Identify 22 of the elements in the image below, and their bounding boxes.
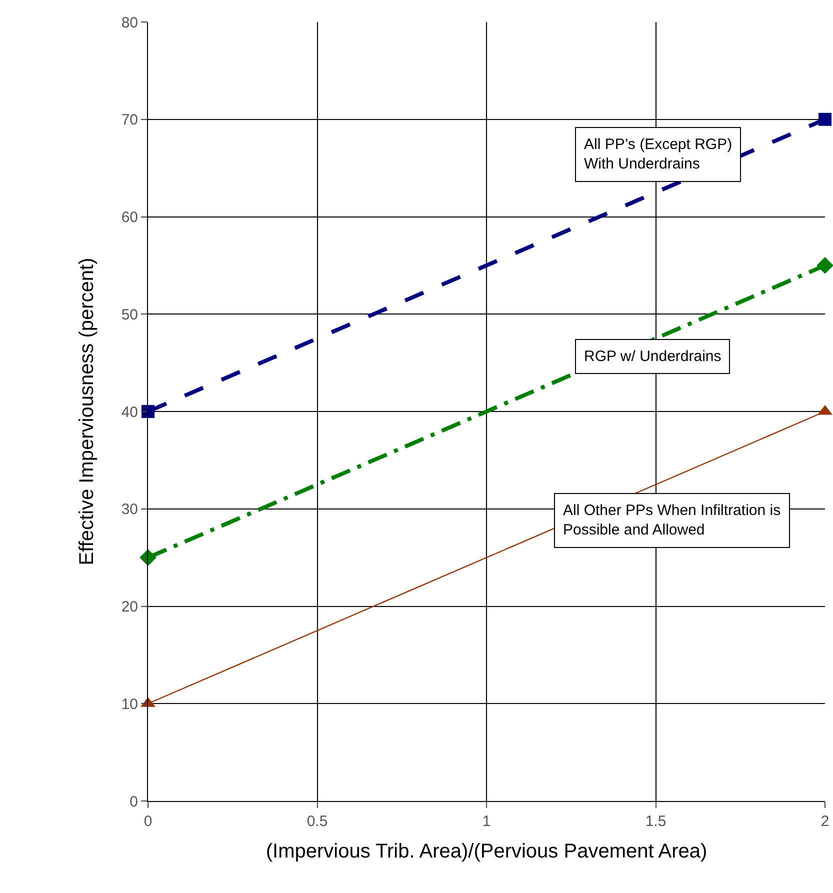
series-label: All Other PPs When Infiltration is Possible and Allowed: [563, 502, 781, 538]
y-axis-title: Effective Imperviousness (percent): [76, 258, 98, 566]
y-tick-label: 50: [121, 306, 138, 324]
y-tick-label: 0: [130, 793, 138, 810]
point: [818, 112, 832, 126]
y-tick-label: 20: [121, 598, 138, 616]
point: [816, 256, 833, 274]
series-label: RGP w/ Underdrains: [584, 348, 722, 365]
x-axis-title: (Impervious Trib. Area)/(Pervious Pavement Area): [266, 840, 708, 862]
x-tick-label: 0: [144, 813, 152, 830]
x-tick-label: 0.5: [306, 813, 328, 830]
y-tick-label: 10: [121, 696, 138, 713]
y-tick-label: 70: [121, 112, 138, 129]
point: [140, 549, 156, 566]
y-tick-label: 60: [121, 209, 138, 226]
x-tick-label: 1.5: [645, 813, 666, 830]
y-tick-label: 80: [121, 14, 138, 32]
x-tick-label: 2: [820, 813, 830, 830]
series-label: All PP’s (Except RGP) With Underdrains: [584, 136, 732, 172]
y-tick-label: 40: [121, 404, 138, 421]
x-tick-label: 1: [482, 813, 491, 830]
y-tick-label: 30: [121, 501, 138, 518]
